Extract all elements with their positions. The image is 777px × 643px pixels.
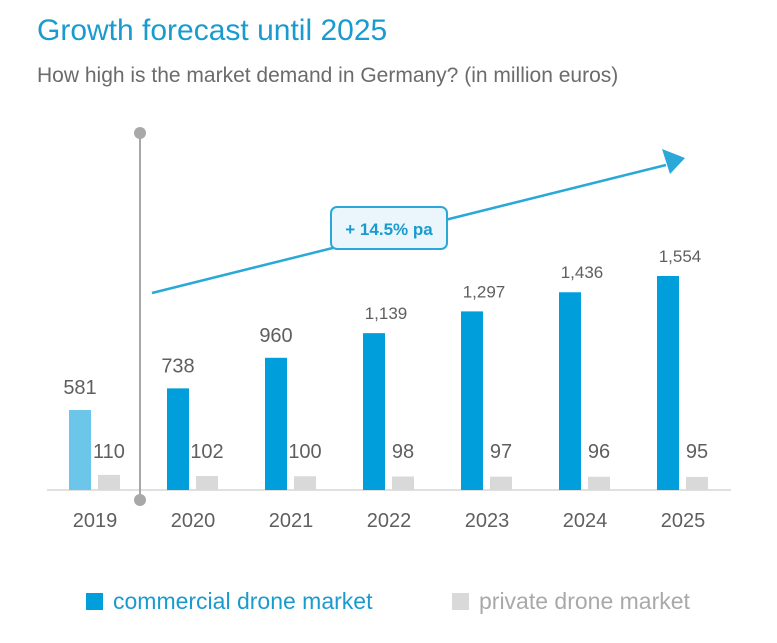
bar-private-2024 [588,476,610,490]
data-label-private-2022: 98 [392,441,414,463]
bar-private-2021 [294,476,316,490]
chart-subtitle: How high is the market demand in Germany… [37,64,619,87]
chart-title: Growth forecast until 2025 [37,14,388,47]
data-label-commercial-2023: 1,297 [463,282,506,301]
bar-commercial-2022 [363,333,385,490]
data-label-private-2024: 96 [588,441,610,463]
legend-label-private: private drone market [479,588,690,614]
marker-dot-top [134,127,146,139]
annotation-label: + 14.5% pa [345,220,433,239]
growth-arrow-head [662,149,685,174]
bar-commercial-2021 [265,357,287,490]
bar-commercial-2023 [461,311,483,490]
bar-commercial-2025 [657,276,679,490]
x-tick-2021: 2021 [269,510,314,532]
annotation-box [330,206,448,250]
x-tick-2019: 2019 [73,510,118,532]
legend-item-commercial: commercial drone market [86,588,372,615]
data-label-commercial-2021: 960 [259,325,292,347]
x-tick-2020: 2020 [171,510,216,532]
data-label-private-2019: 110 [93,441,125,463]
bar-private-2022 [392,476,414,490]
x-tick-2025: 2025 [661,510,706,532]
marker-dot-bottom [134,494,146,506]
data-label-commercial-2022: 1,139 [365,304,408,323]
data-label-private-2023: 97 [490,441,512,463]
legend-swatch-private [452,593,469,610]
x-tick-2024: 2024 [563,510,608,532]
legend-swatch-commercial [86,593,103,610]
data-label-private-2021: 100 [288,441,321,463]
bar-private-2020 [196,475,218,490]
bar-commercial-2020 [167,388,189,490]
data-label-commercial-2024: 1,436 [561,263,604,282]
data-label-commercial-2019: 581 [63,377,96,399]
bar-commercial-2024 [559,292,581,490]
bar-private-2019 [98,474,120,490]
x-tick-2023: 2023 [465,510,510,532]
data-label-commercial-2020: 738 [161,355,194,377]
data-label-commercial-2025: 1,554 [659,247,702,266]
bar-private-2023 [490,476,512,490]
data-label-private-2025: 95 [686,441,708,463]
data-label-private-2020: 102 [190,441,223,463]
bar-commercial-2019 [69,409,91,490]
legend-item-private: private drone market [452,588,690,615]
legend-label-commercial: commercial drone market [113,588,373,614]
bar-private-2025 [686,476,708,490]
x-tick-2022: 2022 [367,510,412,532]
